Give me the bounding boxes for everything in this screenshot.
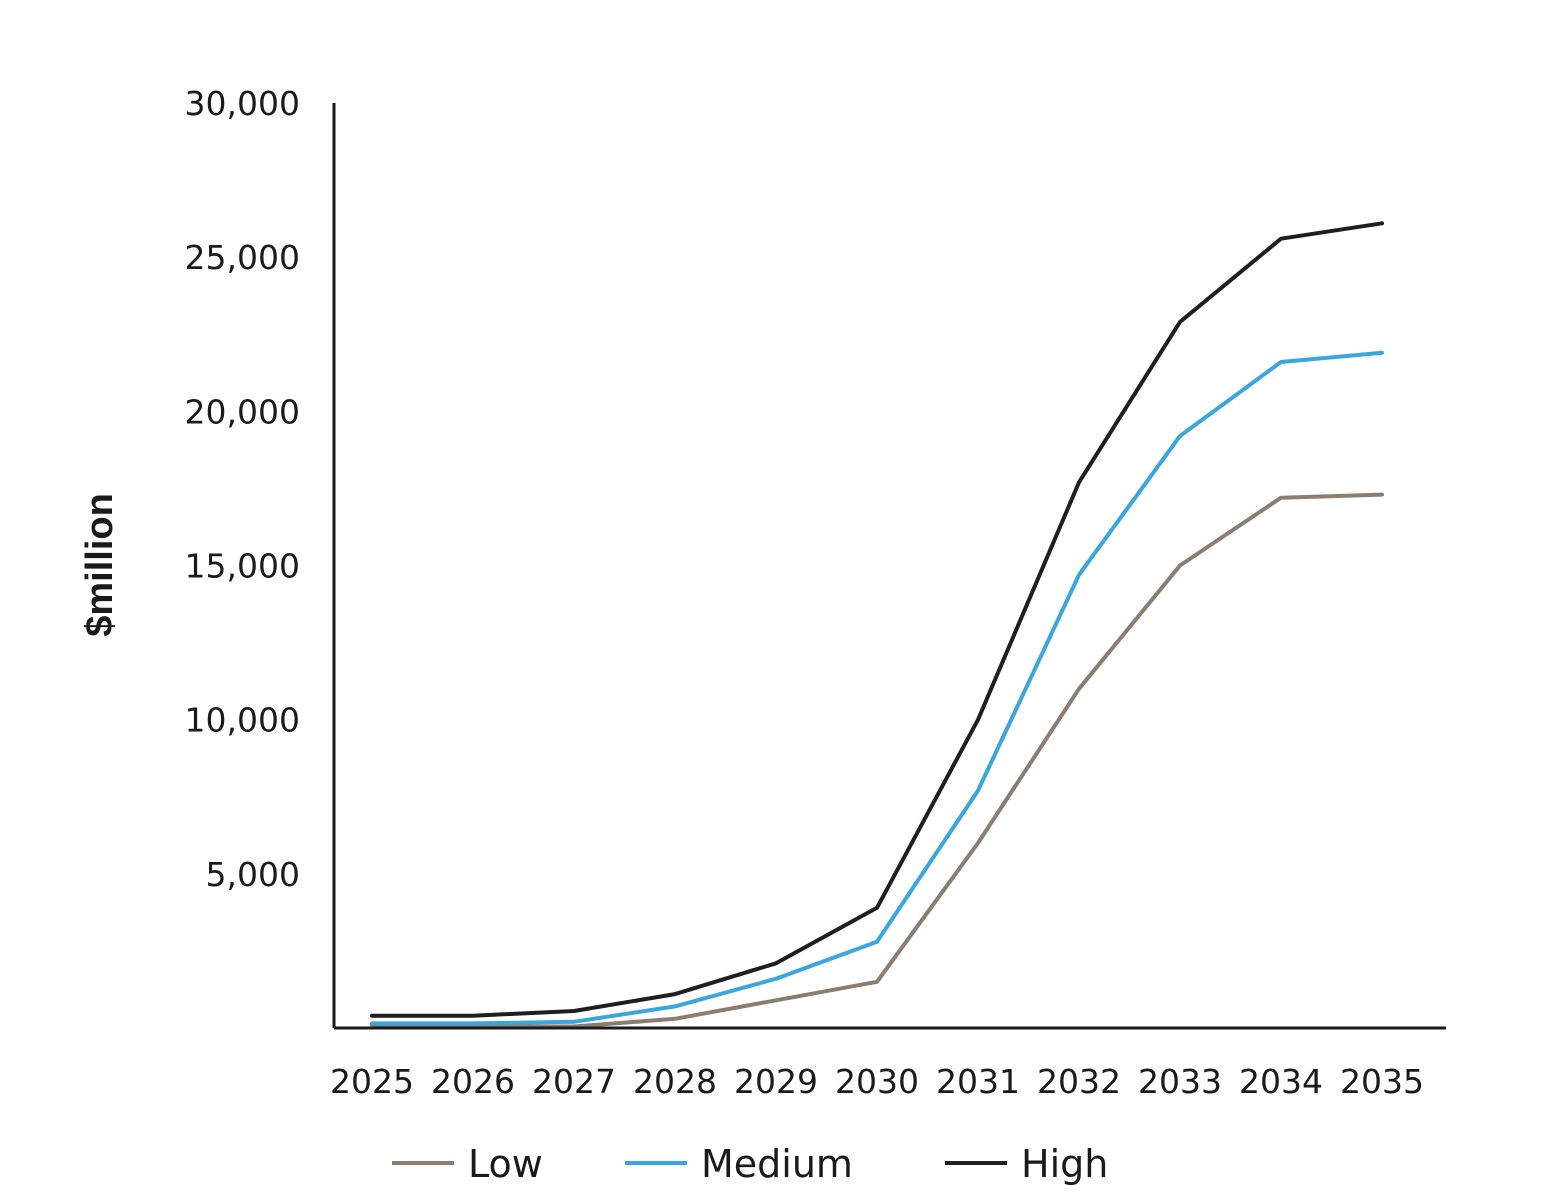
y-tick-labels: 5,000 10,000 15,000 20,000 25,000 30,000 <box>185 84 300 894</box>
y-tick-label: 20,000 <box>185 392 300 431</box>
x-tick-label: 2035 <box>1340 1062 1424 1101</box>
x-tick-labels: 2025 2026 2027 2028 2029 2030 2031 2032 2033 2034… <box>330 1062 1424 1101</box>
x-tick-label: 2029 <box>734 1062 818 1101</box>
x-tick-label: 2032 <box>1037 1062 1121 1101</box>
y-tick-label: 15,000 <box>185 547 300 586</box>
x-tick-label: 2031 <box>936 1062 1020 1101</box>
series-line-medium <box>370 350 1384 1026</box>
series-line-low <box>370 492 1384 1029</box>
y-tick-label: 5,000 <box>206 855 300 894</box>
legend: Low Medium High <box>392 1142 1108 1186</box>
x-tick-label: 2027 <box>532 1062 616 1101</box>
x-tick-label: 2034 <box>1239 1062 1323 1101</box>
y-axis-label: $million <box>79 493 121 637</box>
series-line-high <box>370 221 1384 1018</box>
y-tick-label: 30,000 <box>185 84 300 123</box>
series-lines <box>370 221 1384 1029</box>
x-tick-label: 2033 <box>1138 1062 1222 1101</box>
legend-label-high: High <box>1021 1142 1108 1186</box>
y-tick-label: 25,000 <box>185 238 300 277</box>
y-tick-label: 10,000 <box>185 701 300 740</box>
legend-label-medium: Medium <box>701 1142 853 1186</box>
x-tick-label: 2028 <box>633 1062 717 1101</box>
x-tick-label: 2026 <box>431 1062 515 1101</box>
x-tick-label: 2030 <box>835 1062 919 1101</box>
legend-label-low: Low <box>468 1142 543 1186</box>
x-tick-label: 2025 <box>330 1062 414 1101</box>
